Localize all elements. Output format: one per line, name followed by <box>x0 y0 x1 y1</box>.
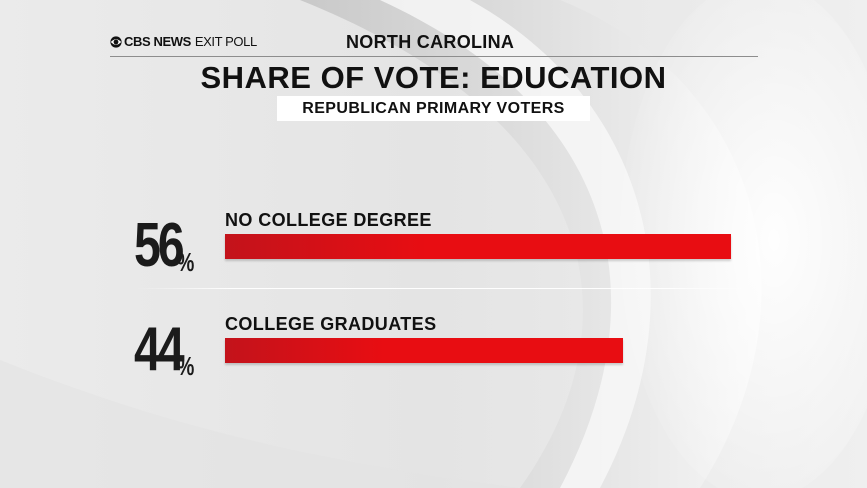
header: CBS NEWS EXIT POLL NORTH CAROLINA <box>110 30 758 56</box>
bar <box>225 338 623 363</box>
header-divider <box>110 56 758 57</box>
percent-sign: % <box>176 247 195 277</box>
bar <box>225 234 731 259</box>
bar-row: 56% NO COLLEGE DEGREE <box>0 210 867 280</box>
row-divider <box>136 288 760 289</box>
region-title: NORTH CAROLINA <box>346 32 515 52</box>
value-number: 56 <box>134 211 185 280</box>
bar-row: 44% COLLEGE GRADUATES <box>0 314 867 384</box>
cbs-eye-icon <box>110 35 122 48</box>
category-label: NO COLLEGE DEGREE <box>225 210 432 230</box>
value-number: 44 <box>134 315 185 384</box>
chart-title: SHARE OF VOTE: EDUCATION <box>200 60 667 95</box>
brand-name: CBS NEWS <box>124 34 191 49</box>
cbs-news-logo: CBS NEWS EXIT POLL <box>110 34 257 49</box>
value-label: 44% <box>134 314 220 384</box>
chart-subtitle: REPUBLICAN PRIMARY VOTERS <box>277 96 590 121</box>
category-label: COLLEGE GRADUATES <box>225 314 437 334</box>
percent-sign: % <box>176 351 195 381</box>
brand-product: EXIT POLL <box>194 34 257 49</box>
value-label: 56% <box>134 210 220 280</box>
